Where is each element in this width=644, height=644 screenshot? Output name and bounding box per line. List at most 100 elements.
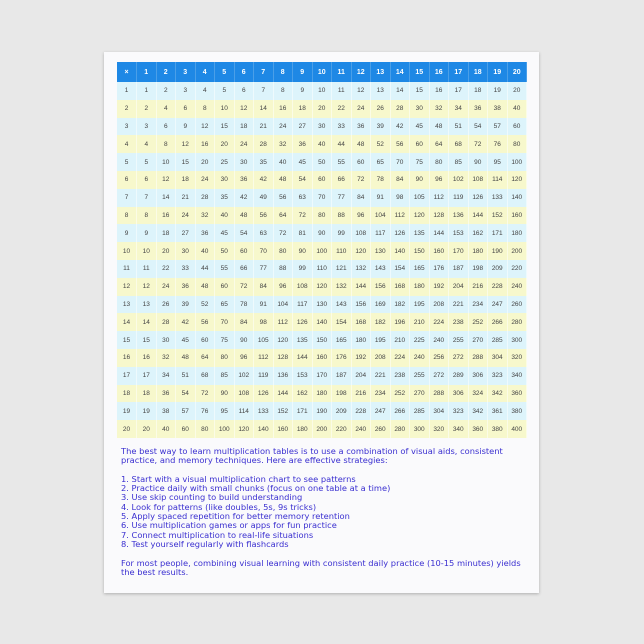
product-cell: 90 xyxy=(234,331,254,349)
product-cell: 96 xyxy=(234,348,254,367)
product-cell: 320 xyxy=(507,348,527,367)
product-cell: 56 xyxy=(273,188,293,207)
row-label-cell: 8 xyxy=(117,206,137,225)
product-cell: 361 xyxy=(487,402,508,421)
table-row: 7 7 14 21 28 35 42 49 56 63 70 77 84 91 98 105 112 119 126… xyxy=(117,188,527,207)
product-cell: 21 xyxy=(253,117,274,136)
product-cell: 160 xyxy=(507,206,527,225)
product-cell: 78 xyxy=(370,170,391,189)
product-cell: 165 xyxy=(331,331,352,349)
product-cell: 55 xyxy=(331,153,352,171)
product-cell: 24 xyxy=(234,135,254,154)
product-cell: 133 xyxy=(487,188,508,207)
product-cell: 228 xyxy=(351,402,371,421)
product-cell: 54 xyxy=(175,384,196,403)
product-cell: 144 xyxy=(429,224,449,243)
product-cell: 27 xyxy=(175,224,196,243)
product-cell: 90 xyxy=(312,224,332,243)
row-label-cell: 7 xyxy=(117,188,137,207)
header-cell: 4 xyxy=(195,62,215,82)
product-cell: 126 xyxy=(468,188,488,207)
product-cell: 44 xyxy=(331,135,352,154)
table-row: 12 12 24 36 48 60 72 84 96 108 120 132 144 156 168 180 1… xyxy=(117,277,527,296)
product-cell: 17 xyxy=(136,366,157,385)
product-cell: 240 xyxy=(429,331,449,349)
product-cell: 120 xyxy=(273,331,293,349)
product-cell: 45 xyxy=(214,224,235,243)
product-cell: 22 xyxy=(331,99,352,118)
product-cell: 247 xyxy=(370,402,391,421)
product-cell: 18 xyxy=(468,82,488,100)
product-cell: 24 xyxy=(351,99,371,118)
product-cell: 209 xyxy=(487,259,508,278)
tips-text: The best way to learn multiplication tab… xyxy=(121,446,533,586)
product-cell: 70 xyxy=(312,188,332,207)
strategy-list: 1. Start with a visual multiplication ch… xyxy=(121,474,533,549)
product-cell: 270 xyxy=(409,384,430,403)
product-cell: 60 xyxy=(175,420,196,438)
product-cell: 5 xyxy=(214,82,235,100)
product-cell: 24 xyxy=(175,206,196,225)
header-cell: 19 xyxy=(487,62,508,82)
row-label-cell: 15 xyxy=(117,331,137,349)
product-cell: 135 xyxy=(292,331,313,349)
product-cell: 48 xyxy=(273,170,293,189)
product-cell: 114 xyxy=(234,402,254,421)
product-cell: 85 xyxy=(214,366,235,385)
product-cell: 240 xyxy=(507,277,527,296)
product-cell: 220 xyxy=(507,259,527,278)
product-cell: 98 xyxy=(390,188,410,207)
product-cell: 110 xyxy=(331,242,352,260)
product-cell: 256 xyxy=(429,348,449,367)
product-cell: 19 xyxy=(487,82,508,100)
product-cell: 51 xyxy=(175,366,196,385)
product-cell: 176 xyxy=(331,348,352,367)
product-cell: 14 xyxy=(136,313,157,332)
product-cell: 20 xyxy=(507,82,527,100)
product-cell: 48 xyxy=(195,277,215,296)
table-row: 16 16 32 48 64 80 96 112 128 144 160 176 192 208 224 24… xyxy=(117,348,527,367)
product-cell: 42 xyxy=(253,170,274,189)
product-cell: 25 xyxy=(214,153,235,171)
product-cell: 91 xyxy=(253,295,274,314)
product-cell: 165 xyxy=(409,259,430,278)
product-cell: 144 xyxy=(468,206,488,225)
product-cell: 153 xyxy=(292,366,313,385)
product-cell: 140 xyxy=(507,188,527,207)
product-cell: 18 xyxy=(234,117,254,136)
product-cell: 54 xyxy=(468,117,488,136)
product-cell: 126 xyxy=(253,384,274,403)
product-cell: 192 xyxy=(429,277,449,296)
table-row: 15 15 30 45 60 75 90 105 120 135 150 165 180 195 210 22… xyxy=(117,331,527,349)
product-cell: 32 xyxy=(195,206,215,225)
product-cell: 143 xyxy=(370,259,391,278)
product-cell: 6 xyxy=(156,117,176,136)
product-cell: 65 xyxy=(214,295,235,314)
product-cell: 36 xyxy=(195,224,215,243)
product-cell: 289 xyxy=(448,366,469,385)
product-cell: 12 xyxy=(351,82,371,100)
product-cell: 24 xyxy=(273,117,293,136)
header-cell: 3 xyxy=(175,62,196,82)
product-cell: 36 xyxy=(156,384,176,403)
product-cell: 102 xyxy=(448,170,469,189)
product-cell: 171 xyxy=(487,224,508,243)
product-cell: 84 xyxy=(234,313,254,332)
product-cell: 63 xyxy=(253,224,274,243)
table-row: 10 10 20 30 40 50 60 70 80 90 100 110 120 130 140 150 16… xyxy=(117,242,527,260)
product-cell: 84 xyxy=(253,277,274,296)
product-cell: 136 xyxy=(273,366,293,385)
table-row: 1 1 2 3 4 5 6 7 8 9 10 11 12 13 14 15 16 17 18 19 20 xyxy=(117,82,527,100)
product-cell: 30 xyxy=(312,117,332,136)
product-cell: 42 xyxy=(390,117,410,136)
product-cell: 156 xyxy=(351,295,371,314)
product-cell: 48 xyxy=(175,348,196,367)
product-cell: 323 xyxy=(448,402,469,421)
product-cell: 70 xyxy=(214,313,235,332)
product-cell: 108 xyxy=(234,384,254,403)
product-cell: 38 xyxy=(487,99,508,118)
product-cell: 32 xyxy=(273,135,293,154)
product-cell: 342 xyxy=(487,384,508,403)
product-cell: 187 xyxy=(331,366,352,385)
product-cell: 26 xyxy=(370,99,391,118)
